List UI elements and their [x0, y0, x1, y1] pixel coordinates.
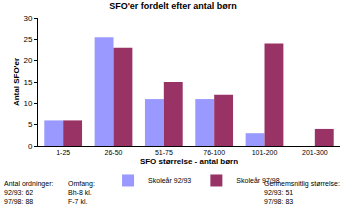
svg-text:20: 20	[23, 56, 32, 65]
svg-text:26-50: 26-50	[105, 149, 123, 156]
svg-text:51-75: 51-75	[155, 149, 173, 156]
svg-text:SFO'er fordelt efter antal bør: SFO'er fordelt efter antal børn	[109, 1, 237, 11]
svg-text:76-100: 76-100	[203, 149, 225, 156]
svg-text:30: 30	[23, 14, 32, 23]
svg-text:1-25: 1-25	[56, 149, 70, 156]
svg-text:0: 0	[28, 142, 33, 151]
svg-text:Gennemsnitlig størrelse:92/93:: Gennemsnitlig størrelse:92/93: 5197/98: …	[264, 180, 340, 205]
svg-text:101-200: 101-200	[252, 149, 278, 156]
svg-text:Omfang:Bh-8 kl.F-7 kl.: Omfang:Bh-8 kl.F-7 kl.	[68, 180, 95, 205]
svg-text:10: 10	[23, 99, 32, 108]
svg-text:25: 25	[23, 35, 32, 44]
svg-text:Skoleår 97/98: Skoleår 97/98	[236, 177, 279, 184]
svg-text:Skoleår 92/93: Skoleår 92/93	[148, 177, 191, 184]
svg-text:5: 5	[28, 120, 33, 129]
svg-text:Antal ordninger:92/93: 6297/98: Antal ordninger:92/93: 6297/98: 88	[4, 180, 53, 205]
svg-text:Antal SFO'er: Antal SFO'er	[12, 58, 21, 106]
svg-text:201-300: 201-300	[302, 149, 328, 156]
svg-text:SFO størrelse - antal børn: SFO størrelse - antal børn	[140, 157, 238, 166]
svg-text:15: 15	[23, 78, 32, 87]
